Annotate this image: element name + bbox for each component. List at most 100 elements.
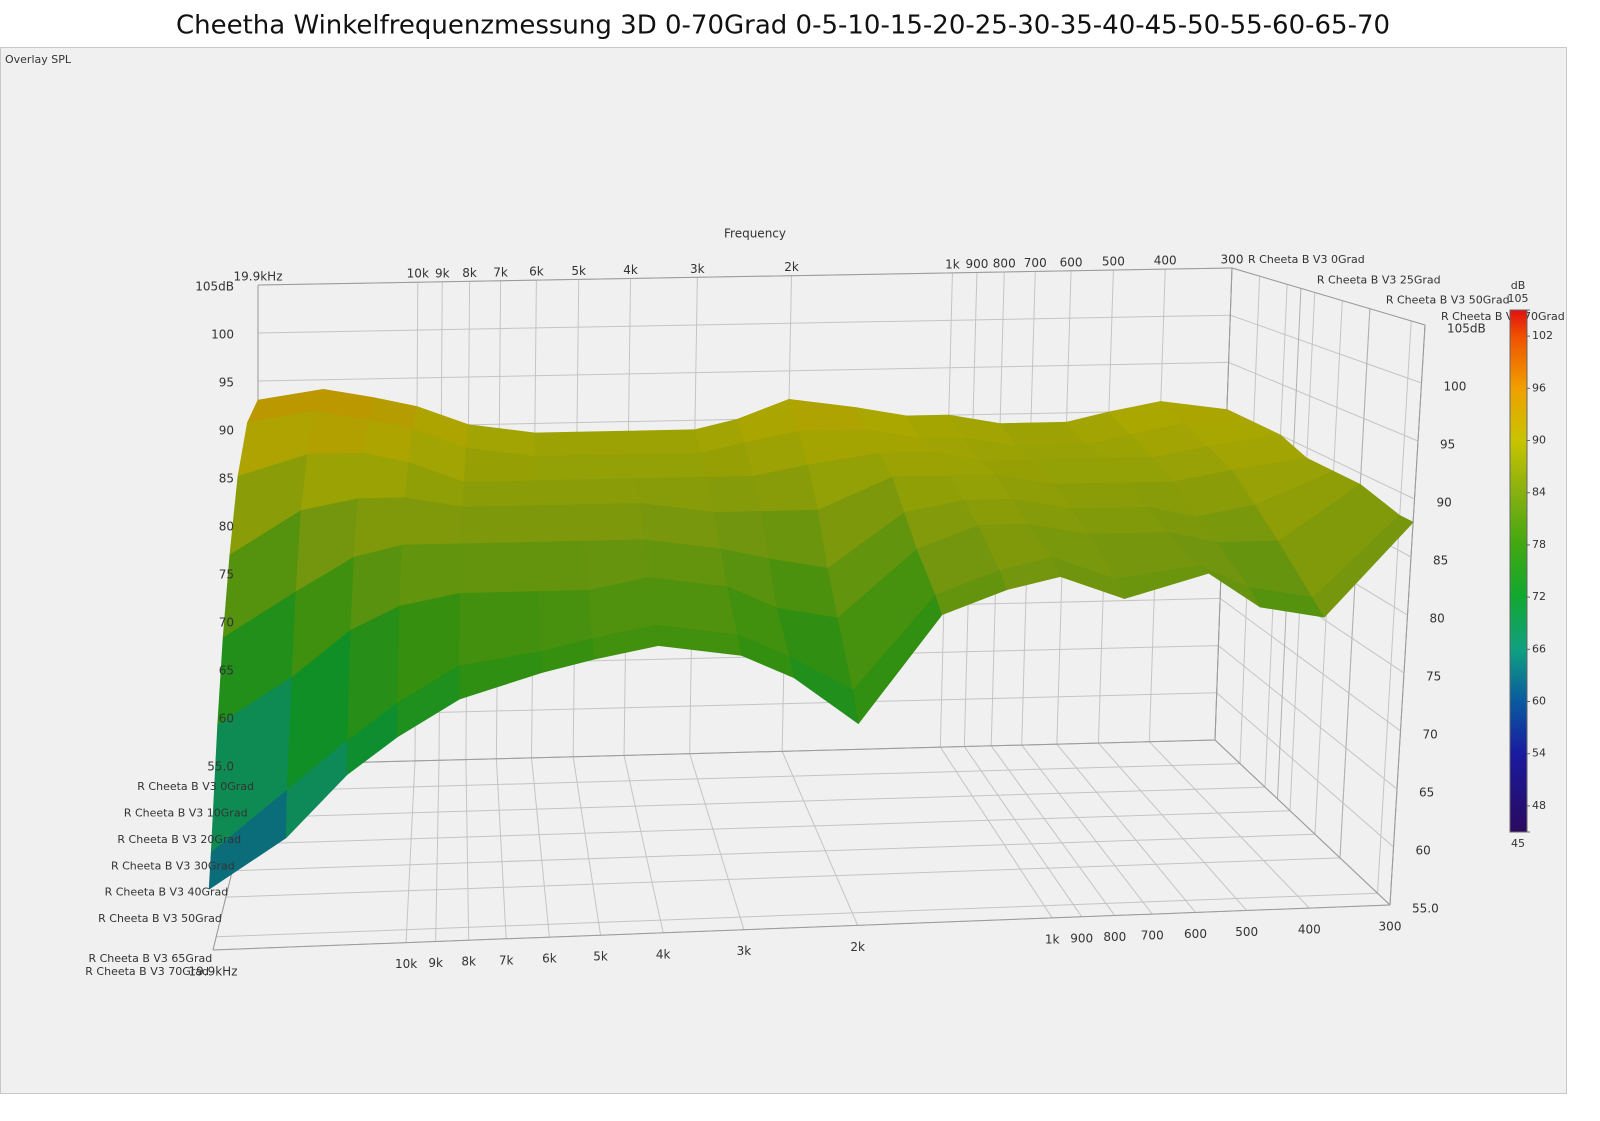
surface-patch [535, 504, 586, 543]
y-tick-label: 55.0 [207, 760, 234, 774]
floor-grid-line [465, 759, 470, 941]
floor-grid-line [623, 755, 664, 933]
colorbar-tick-label: 54 [1532, 747, 1546, 760]
floor-grid-line [1056, 743, 1196, 913]
box-edge [212, 904, 1391, 951]
y-tick-label: 95 [219, 376, 234, 390]
surface-patch [578, 454, 637, 481]
floor-grid-line [963, 746, 1083, 918]
back-wall-grid-line [257, 314, 1231, 334]
x-tick-label: 5k [593, 950, 608, 964]
surface-patch [535, 479, 584, 507]
x-tick-label: 800 [993, 256, 1016, 270]
y-tick-label: 90 [1437, 496, 1452, 510]
floor-grid-line [238, 810, 1291, 845]
angle-tick-label: R Cheeta B V3 0Grad [1248, 253, 1365, 266]
floor-grid-line [225, 857, 1341, 898]
floor-grid-line [1021, 744, 1153, 915]
x-tick-label: 800 [1103, 930, 1126, 944]
floor-grid-line [245, 786, 1266, 819]
colorbar-tick-label: 90 [1532, 434, 1546, 447]
surface-patch [460, 505, 538, 545]
x-tick-label: 900 [965, 257, 988, 271]
y-tick-label: 70 [1423, 728, 1438, 742]
angle-label: R Cheeta B V3 10Grad [124, 806, 248, 819]
side-wall-grid-line [1218, 645, 1398, 790]
surface-patch [459, 541, 540, 594]
colorbar-tick-label: 60 [1532, 695, 1546, 708]
side-wall-grid-line [1219, 597, 1401, 732]
angle-tick-label: R Cheeta B V3 70Grad [1441, 310, 1565, 323]
x-tick-label: 600 [1184, 927, 1207, 941]
x-tick-label: 300 [1221, 253, 1244, 267]
y-tick-label: 105dB [1447, 322, 1486, 336]
x-tick-label: 900 [1070, 931, 1093, 945]
x-tick-label: 4k [623, 263, 638, 277]
x-tick-label: 1k [1045, 932, 1060, 946]
floor-grid-line [405, 760, 416, 943]
box-edge [257, 739, 1216, 766]
panel-label: Overlay SPL [5, 53, 72, 66]
floor-grid-line [495, 758, 507, 939]
angle-label: R Cheeta B V3 40Grad [105, 886, 229, 899]
x-tick-label: 6k [542, 952, 557, 966]
y-tick-label: 75 [219, 568, 234, 582]
x-tick-label: 700 [1024, 256, 1047, 270]
surface-patch [576, 430, 633, 457]
colorbar-tick-label: 78 [1532, 538, 1546, 551]
x-tick-label: 10k [407, 267, 429, 281]
y-tick-label: 85 [219, 472, 234, 486]
x-tick-label: 5k [571, 264, 586, 278]
side-wall-grid-line [1216, 692, 1394, 848]
floor-grid-line [990, 745, 1116, 916]
y-tick-label: 90 [219, 424, 234, 438]
box-edge [257, 267, 1233, 286]
x-tick-label: 500 [1102, 255, 1125, 269]
floor-grid-line [1149, 741, 1310, 909]
colorbar-tick-label: 96 [1532, 381, 1546, 394]
y-tick-label: 65 [219, 664, 234, 678]
y-tick-label: 85 [1433, 554, 1448, 568]
surface-patch [628, 429, 702, 455]
side-wall-grid-line [1230, 314, 1422, 384]
box-edge [1214, 739, 1391, 906]
surface-patch [582, 503, 646, 542]
y-tick-label: 60 [1416, 844, 1431, 858]
box-edge [1231, 267, 1426, 326]
surface-patch [580, 478, 641, 506]
floor-grid-line [572, 756, 602, 936]
floor-grid-line [689, 753, 745, 930]
x-tick-label: 2k [850, 940, 865, 954]
surface-patch [1312, 515, 1414, 618]
floor-grid-line [216, 892, 1378, 938]
x-tick-label: 10k [395, 957, 417, 971]
y-tick-label: 105dB [195, 280, 234, 294]
angle-label: R Cheeta B V3 0Grad [137, 780, 254, 793]
surface-patch [707, 475, 762, 513]
surface-patch [462, 480, 537, 508]
y-tick-label: 100 [1444, 380, 1467, 394]
y-tick-label: 80 [1430, 612, 1445, 626]
side-wall-grid-line [1228, 361, 1419, 442]
x-tick-label: 3k [737, 944, 752, 958]
angle-label: R Cheeta B V3 20Grad [117, 833, 241, 846]
x-tick-label: 500 [1235, 925, 1258, 939]
x-tick-label: 8k [461, 955, 476, 969]
x-tick-label: 700 [1141, 929, 1164, 943]
colorbar-scale [1509, 309, 1528, 833]
x-tick-label: 9k [435, 266, 450, 280]
back-wall-grid-line [257, 361, 1229, 382]
angle-tick-label: R Cheeta B V3 50Grad [1386, 294, 1510, 307]
x-tick-label: 4k [656, 947, 671, 961]
angle-label: R Cheeta B V3 30Grad [111, 859, 235, 872]
surface-patch [631, 452, 709, 480]
floor-grid-line [1098, 742, 1248, 911]
angle-label: R Cheeta B V3 65Grad [88, 952, 212, 965]
colorbar-tick-label: 84 [1532, 486, 1546, 499]
x-tick-label: 300 [1379, 920, 1402, 934]
y-tick-label: 60 [219, 712, 234, 726]
surface-patch [536, 540, 589, 592]
y-tick-label: 95 [1440, 438, 1455, 452]
